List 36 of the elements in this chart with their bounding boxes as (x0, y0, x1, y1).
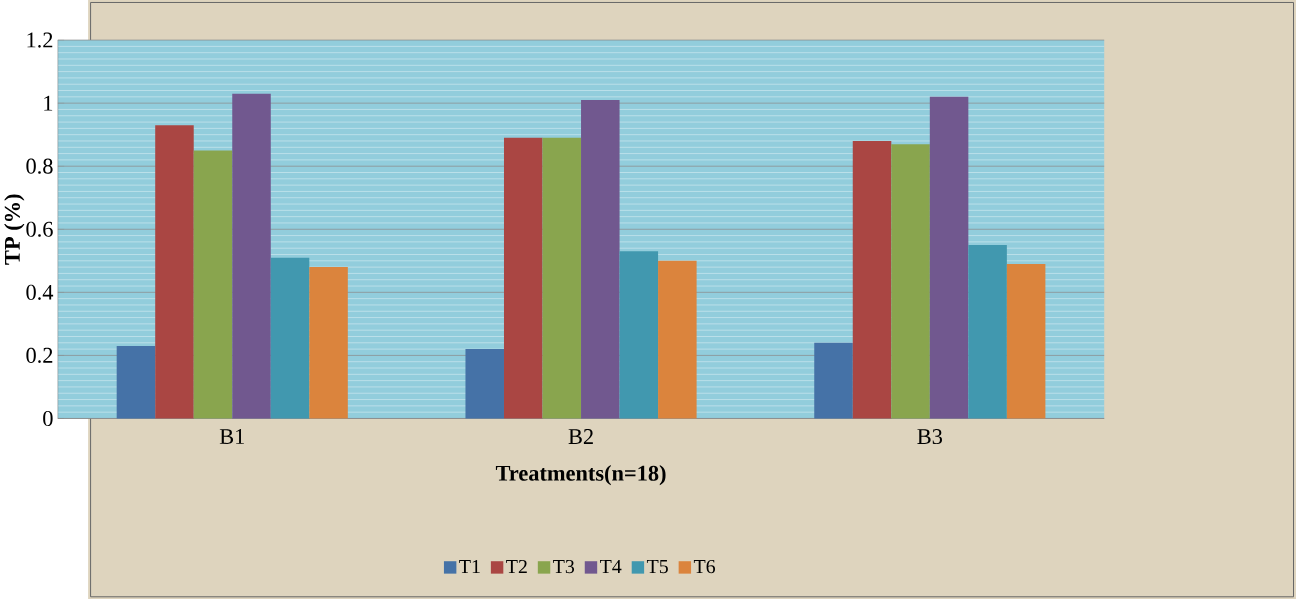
bar (270, 257, 310, 419)
bar (116, 345, 156, 419)
bar (581, 99, 620, 419)
bar (309, 266, 348, 419)
bar (155, 125, 194, 419)
bar (814, 342, 853, 419)
y-tick-label: 0.6 (26, 221, 53, 237)
y-tick-label: 1.2 (27, 32, 53, 48)
y-tick-label: 0.2 (26, 347, 53, 363)
legend-label: T6 (693, 559, 716, 574)
y-tick-label: 0 (43, 410, 53, 426)
bar (891, 143, 930, 419)
bar (929, 96, 969, 419)
bar (619, 251, 659, 419)
bar (852, 140, 892, 419)
x-tick-label: B3 (917, 428, 942, 444)
legend-label: T5 (646, 559, 668, 574)
y-tick-label: 0.4 (26, 284, 54, 300)
bar (465, 348, 504, 419)
bar (968, 244, 1007, 419)
bar (503, 137, 543, 419)
bar (1006, 263, 1046, 419)
legend-label: T3 (553, 559, 575, 574)
bar (193, 150, 233, 419)
x-tick-label: B1 (219, 428, 244, 444)
y-axis-title: TP (%) (4, 194, 25, 265)
bar (232, 93, 271, 419)
bar (542, 137, 582, 419)
y-tick-label: 0.8 (26, 158, 53, 174)
y-tick-label: 1 (44, 95, 53, 111)
legend-label: T1 (459, 559, 480, 573)
legend-label: T2 (506, 559, 527, 573)
bar (658, 260, 697, 419)
legend-label: T4 (600, 559, 622, 573)
x-axis-title: Treatments(n=18) (495, 464, 666, 486)
x-tick-label: B2 (568, 428, 593, 444)
